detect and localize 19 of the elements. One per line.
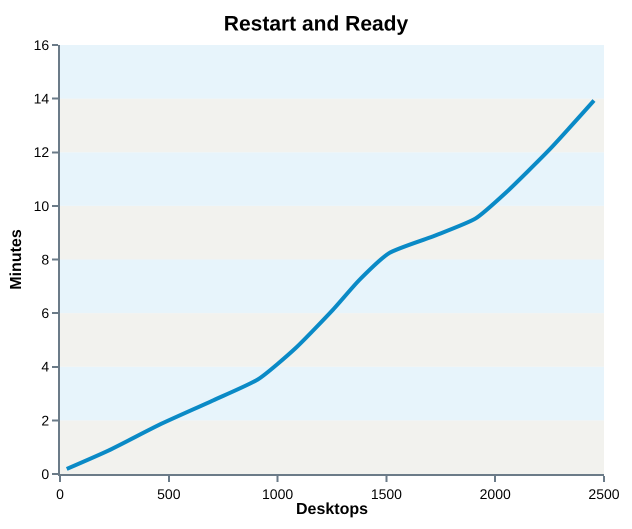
chart-title: Restart and Ready bbox=[224, 12, 409, 36]
x-tick-label: 2000 bbox=[480, 486, 511, 502]
y-tick-label: 6 bbox=[41, 305, 50, 322]
y-axis-title: Minutes bbox=[8, 229, 26, 290]
y-tick-label: 12 bbox=[34, 144, 50, 160]
y-tick-label: 14 bbox=[34, 90, 50, 107]
x-tick-label: 1000 bbox=[262, 486, 294, 502]
x-tick-label: 1500 bbox=[370, 486, 402, 502]
line-series bbox=[64, 98, 596, 471]
x-axis-title: Desktops bbox=[296, 501, 368, 518]
y-tick-label: 16 bbox=[34, 36, 50, 53]
y-tick-label: 0 bbox=[41, 466, 50, 482]
x-tick-label: 500 bbox=[157, 486, 181, 502]
y-tick-label: 10 bbox=[34, 198, 50, 214]
y-tick-label: 2 bbox=[41, 412, 50, 428]
y-tick-label: 8 bbox=[41, 251, 50, 268]
x-tick-label: 0 bbox=[56, 486, 64, 502]
y-tick-label: 4 bbox=[41, 358, 50, 375]
x-tick-label: 2500 bbox=[588, 486, 620, 502]
